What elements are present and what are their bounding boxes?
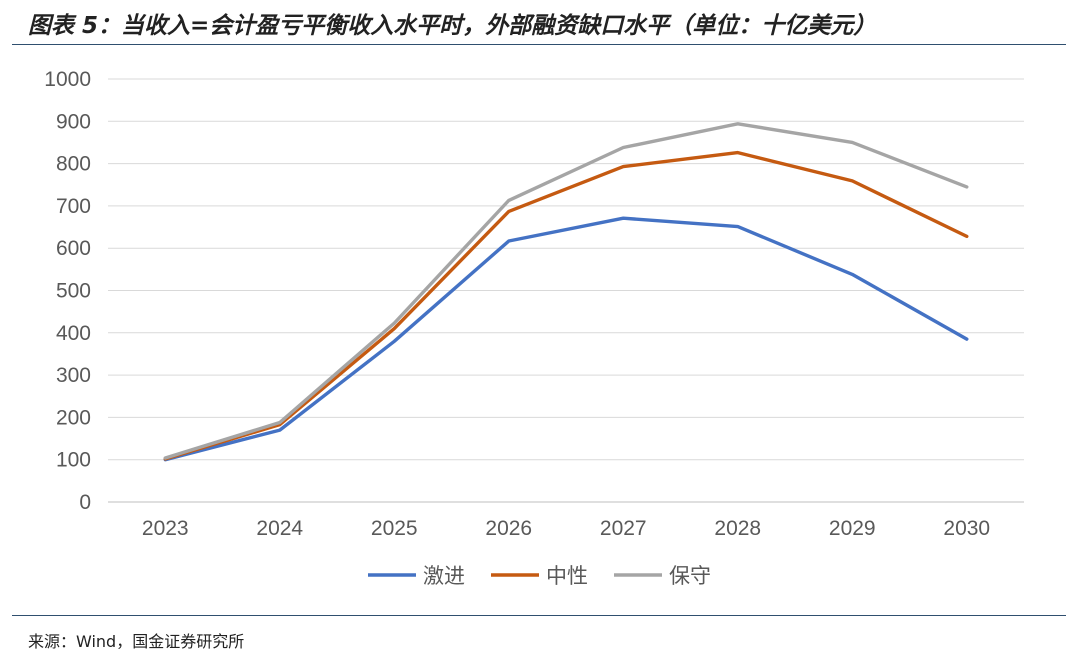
footer-divider bbox=[12, 615, 1066, 616]
x-tick-label: 2028 bbox=[714, 517, 761, 540]
y-tick-label: 1000 bbox=[44, 68, 91, 91]
y-tick-label: 800 bbox=[56, 153, 91, 176]
x-tick-label: 2030 bbox=[943, 517, 990, 540]
x-tick-label: 2025 bbox=[371, 517, 418, 540]
title-divider bbox=[12, 44, 1066, 45]
y-tick-label: 200 bbox=[56, 406, 91, 429]
series-line-2 bbox=[163, 122, 969, 460]
series-lines bbox=[163, 122, 969, 462]
chart-title: 图表 5：当收入=会计盈亏平衡收入水平时，外部融资缺口水平（单位：十亿美元） bbox=[28, 13, 877, 39]
x-tick-label: 2029 bbox=[829, 517, 876, 540]
y-tick-label: 300 bbox=[56, 364, 91, 387]
x-tick-label: 2023 bbox=[142, 517, 189, 540]
x-tick-label: 2027 bbox=[600, 517, 647, 540]
y-tick-label: 0 bbox=[79, 491, 91, 514]
source-note: 来源：Wind，国金证券研究所 bbox=[28, 632, 245, 651]
y-tick-label: 100 bbox=[56, 449, 91, 472]
series-line-1 bbox=[163, 150, 969, 461]
x-tick-label: 2024 bbox=[256, 517, 303, 540]
y-tick-label: 700 bbox=[56, 195, 91, 218]
x-tick-label: 2026 bbox=[485, 517, 532, 540]
y-tick-label: 500 bbox=[56, 280, 91, 303]
y-tick-label: 400 bbox=[56, 322, 91, 345]
y-tick-label: 600 bbox=[56, 237, 91, 260]
y-axis-ticks: 0 100 200 300 400 500 600 700 800 900 1000 bbox=[44, 68, 91, 514]
gridlines bbox=[108, 78, 1024, 503]
legend-label-2: 保守 bbox=[669, 564, 711, 588]
legend: 激进 中性 保守 bbox=[368, 564, 711, 588]
y-tick-label: 900 bbox=[56, 110, 91, 133]
x-axis-ticks: 2023 2024 2025 2026 2027 2028 2029 2030 bbox=[142, 517, 990, 540]
legend-label-1: 中性 bbox=[546, 564, 588, 588]
legend-label-0: 激进 bbox=[423, 564, 465, 588]
series-line-0 bbox=[163, 216, 969, 462]
